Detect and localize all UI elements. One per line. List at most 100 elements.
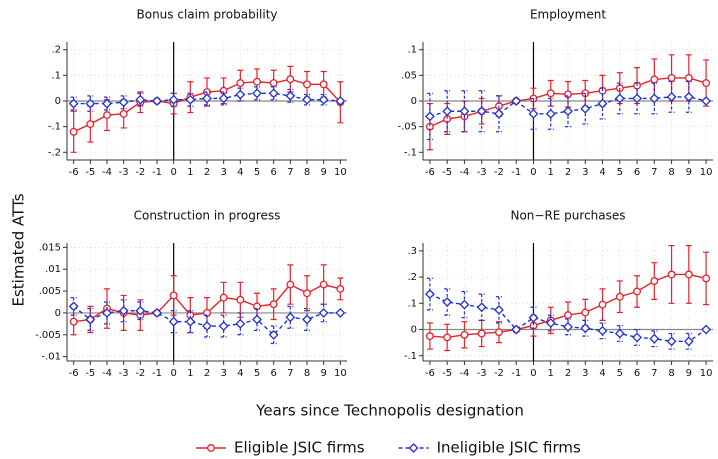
x-tick-label: -4 [102,167,112,178]
x-tick-label: 6 [270,368,276,379]
y-tick-label: .2 [51,45,61,56]
marker [563,106,573,117]
x-tick-label: 4 [599,368,605,379]
marker [303,80,311,89]
x-tick-label: 4 [237,167,243,178]
x-tick-label: -6 [69,167,79,178]
marker [202,321,212,331]
marker [185,316,196,327]
panel-title: Construction in progress [134,209,281,223]
x-tick-label: -3 [119,167,129,178]
x-tick-label: 10 [700,368,713,379]
marker [168,94,179,105]
marker [335,308,346,318]
marker [511,324,522,335]
x-tick-label: 4 [237,368,243,379]
x-tick-label: -1 [511,368,521,379]
marker [336,284,345,293]
x-tick-label: -5 [85,368,95,379]
marker [236,79,245,87]
error-bar [70,297,77,316]
x-tick-label: 8 [668,368,674,379]
marker [597,98,608,109]
x-tick-label: 7 [651,368,657,379]
panel: Non−RE purchases -.1 0 .1 .2 .3 -6 -5 -4 -3 -2 -1 0 1… [404,209,713,379]
x-tick-label: -1 [511,167,521,178]
marker [684,270,693,279]
marker [269,300,278,309]
marker [69,317,78,326]
error-bar [270,325,277,345]
x-tick-label: 0 [530,368,536,379]
marker [318,308,329,318]
error-bar [495,296,502,324]
marker [68,301,79,312]
x-tick-label: 7 [651,167,657,178]
error-bar [320,303,327,323]
marker [85,314,96,325]
marker [253,77,261,86]
x-tick-label: -2 [494,167,504,178]
marker [318,94,329,105]
x-tick-label: 9 [686,167,692,178]
marker [580,103,591,114]
panel: Bonus claim probability -.2 -.1 0 .1 .2 -6 -5 -4… [48,8,347,178]
marker [424,111,435,122]
panel: Employment -.1 -.05 0 .05 .1 -6 -5 -4 -3 -2 -1 0 1 2 3 4… [397,8,713,178]
marker [424,289,435,300]
x-tick-label: -1 [152,167,162,178]
x-tick-label: 10 [334,167,347,178]
legend-label: Eligible JSIC firms [234,439,365,457]
y-tick-label: 0 [411,96,417,107]
marker [650,75,659,84]
marker [219,293,228,302]
x-tick-label: -3 [477,368,487,379]
x-tick-label: 1 [187,167,193,178]
x-tick-label: 7 [287,368,293,379]
marker [528,108,539,119]
x-tick-label: 1 [548,368,554,379]
panel: Construction in progress -.01 -.005 0 .005 .0… [35,209,347,379]
y-tick-label: .01 [45,264,61,275]
marker [494,108,504,119]
x-tick-label: 6 [270,167,276,178]
marker [102,308,112,318]
x-tick-label: 0 [170,167,176,178]
marker [683,336,694,347]
marker [135,305,146,316]
x-tick-label: 8 [304,368,310,379]
y-tick-label: .1 [407,298,417,309]
marker [702,274,711,283]
marker [235,318,246,329]
y-axis-label: Estimated ATTs [10,193,28,306]
panel-title: Bonus claim probability [137,8,278,22]
panel-title: Non−RE purchases [510,209,625,223]
marker [564,311,572,320]
error-bar [444,288,451,316]
x-tick-label: -5 [85,167,95,178]
marker [614,328,625,339]
marker [511,96,522,106]
marker [581,308,590,317]
marker [495,328,503,337]
x-tick-label: -2 [135,167,145,178]
y-tick-label: .05 [401,70,417,81]
marker [460,330,469,339]
y-tick-label: -.2 [48,147,61,158]
x-tick-label: -1 [152,368,162,379]
marker [459,106,470,117]
marker [236,295,245,304]
marker [701,324,712,335]
x-tick-label: 5 [617,167,623,178]
y-tick-label: -.05 [397,122,417,133]
marker [335,96,346,106]
marker [319,80,328,89]
x-tick-label: 10 [334,368,347,379]
x-tick-label: 5 [617,368,623,379]
marker [442,106,453,117]
marker [667,270,676,279]
marker [85,98,96,109]
marker [580,323,591,334]
x-tick-label: 3 [220,167,226,178]
